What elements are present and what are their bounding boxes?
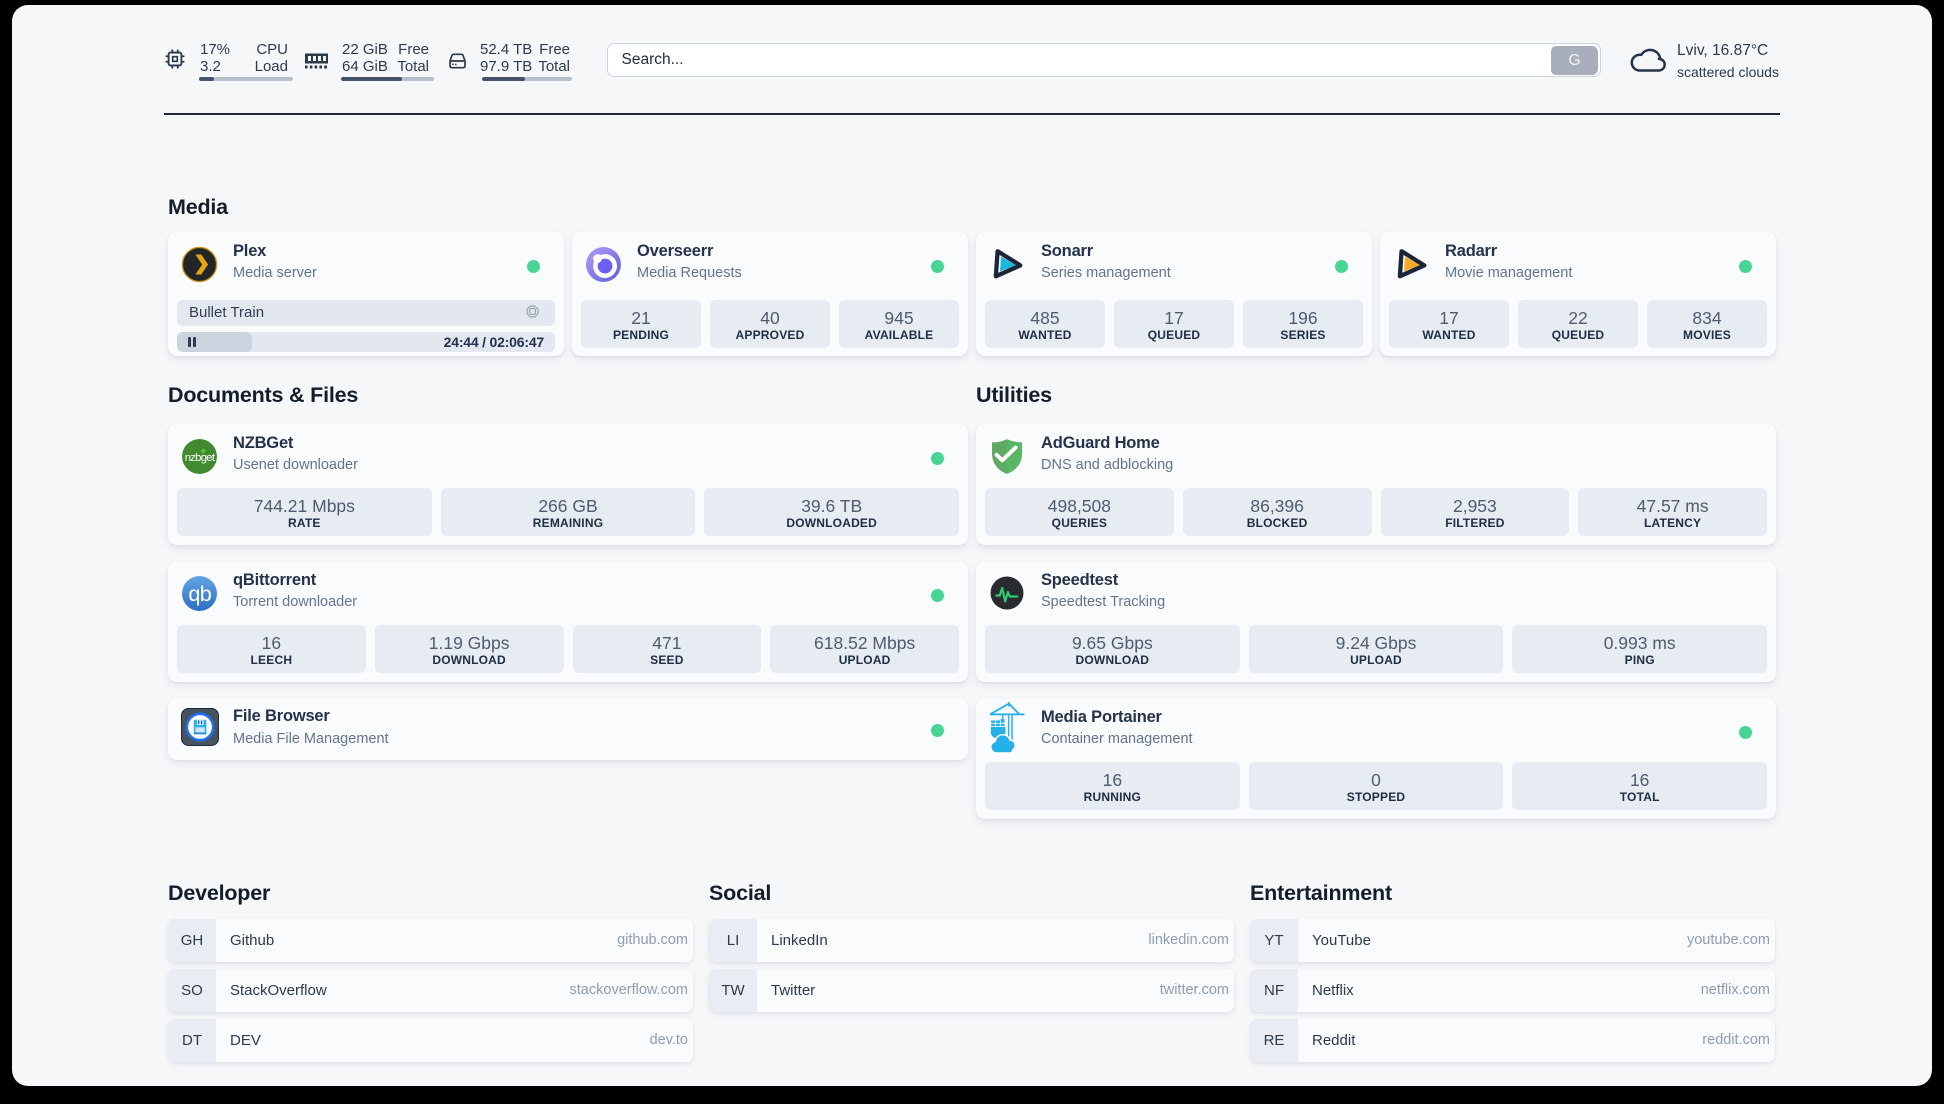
svg-text:qb: qb <box>188 581 211 606</box>
svg-text:nzbget: nzbget <box>185 452 216 464</box>
